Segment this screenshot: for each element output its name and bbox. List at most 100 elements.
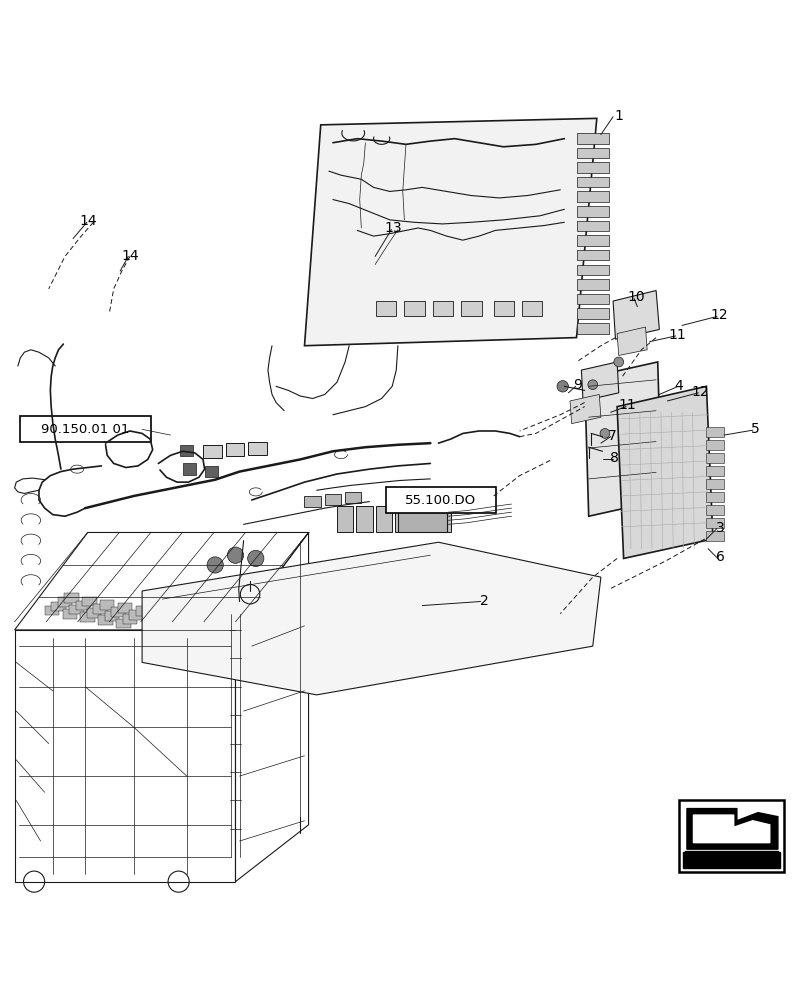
FancyBboxPatch shape: [93, 604, 108, 614]
FancyBboxPatch shape: [105, 611, 119, 621]
Text: 10: 10: [626, 290, 644, 304]
Bar: [576, 294, 608, 304]
Bar: [521, 301, 542, 316]
FancyBboxPatch shape: [51, 601, 66, 611]
FancyBboxPatch shape: [20, 416, 151, 442]
Polygon shape: [581, 362, 618, 401]
Text: 13: 13: [384, 221, 401, 235]
Polygon shape: [693, 815, 769, 843]
Bar: [706, 505, 723, 515]
Text: 2: 2: [479, 594, 487, 608]
Bar: [204, 466, 217, 477]
Text: 9: 9: [573, 378, 581, 392]
Bar: [706, 466, 723, 476]
Bar: [225, 443, 244, 456]
Bar: [706, 531, 723, 541]
FancyBboxPatch shape: [100, 600, 114, 610]
Text: 4: 4: [674, 379, 682, 393]
Bar: [375, 506, 392, 532]
Circle shape: [227, 547, 243, 563]
Polygon shape: [612, 291, 659, 339]
FancyBboxPatch shape: [129, 610, 144, 620]
FancyBboxPatch shape: [118, 603, 132, 613]
FancyBboxPatch shape: [64, 593, 79, 603]
Polygon shape: [616, 327, 646, 355]
Circle shape: [247, 550, 264, 567]
Text: 12: 12: [710, 308, 727, 322]
Bar: [576, 250, 608, 260]
Text: 11: 11: [667, 328, 685, 342]
Text: 5: 5: [750, 422, 758, 436]
Text: 55.100.DO: 55.100.DO: [405, 493, 476, 506]
Bar: [576, 221, 608, 231]
Bar: [682, 852, 779, 868]
Bar: [576, 206, 608, 217]
FancyBboxPatch shape: [75, 601, 90, 610]
Bar: [397, 503, 446, 532]
Polygon shape: [569, 394, 600, 424]
Bar: [203, 445, 221, 458]
Circle shape: [556, 381, 568, 392]
Bar: [576, 133, 608, 144]
FancyBboxPatch shape: [98, 615, 113, 625]
Bar: [432, 301, 453, 316]
Bar: [576, 279, 608, 290]
Text: 3: 3: [715, 521, 723, 535]
Bar: [576, 148, 608, 158]
Bar: [576, 177, 608, 187]
FancyBboxPatch shape: [45, 606, 59, 615]
Bar: [375, 301, 396, 316]
Bar: [576, 235, 608, 246]
Bar: [706, 479, 723, 489]
Bar: [576, 191, 608, 202]
FancyBboxPatch shape: [135, 606, 150, 616]
Circle shape: [207, 557, 223, 573]
Text: 14: 14: [121, 249, 139, 263]
FancyBboxPatch shape: [80, 612, 95, 622]
Polygon shape: [142, 542, 600, 695]
Bar: [434, 506, 450, 532]
FancyBboxPatch shape: [385, 487, 496, 513]
FancyBboxPatch shape: [82, 597, 97, 606]
Bar: [576, 308, 608, 319]
Bar: [461, 301, 481, 316]
Bar: [414, 506, 431, 532]
Bar: [182, 463, 195, 475]
Text: 1: 1: [614, 109, 622, 123]
Circle shape: [587, 380, 597, 390]
Circle shape: [599, 429, 609, 438]
Bar: [493, 301, 513, 316]
Bar: [576, 162, 608, 173]
Polygon shape: [616, 386, 712, 558]
Bar: [706, 440, 723, 450]
FancyBboxPatch shape: [122, 614, 137, 624]
FancyBboxPatch shape: [58, 597, 72, 607]
Bar: [324, 494, 341, 505]
Polygon shape: [584, 362, 661, 516]
Bar: [345, 492, 361, 503]
Bar: [576, 323, 608, 334]
Bar: [706, 453, 723, 463]
FancyBboxPatch shape: [62, 609, 77, 619]
Text: 8: 8: [610, 451, 618, 465]
Bar: [304, 496, 320, 507]
Bar: [395, 506, 411, 532]
Bar: [678, 800, 783, 872]
Bar: [180, 445, 193, 456]
Circle shape: [613, 357, 623, 367]
Polygon shape: [304, 118, 596, 346]
Bar: [337, 506, 353, 532]
Polygon shape: [686, 809, 777, 849]
FancyBboxPatch shape: [69, 605, 84, 614]
FancyBboxPatch shape: [87, 608, 101, 618]
Bar: [706, 492, 723, 502]
Text: 7: 7: [607, 429, 616, 443]
Text: 90.150.01 01: 90.150.01 01: [41, 423, 129, 436]
Bar: [706, 518, 723, 528]
Text: 14: 14: [79, 214, 97, 228]
Text: 6: 6: [715, 550, 723, 564]
Bar: [684, 851, 777, 865]
Bar: [404, 301, 424, 316]
Text: 12: 12: [690, 385, 708, 399]
Bar: [576, 265, 608, 275]
